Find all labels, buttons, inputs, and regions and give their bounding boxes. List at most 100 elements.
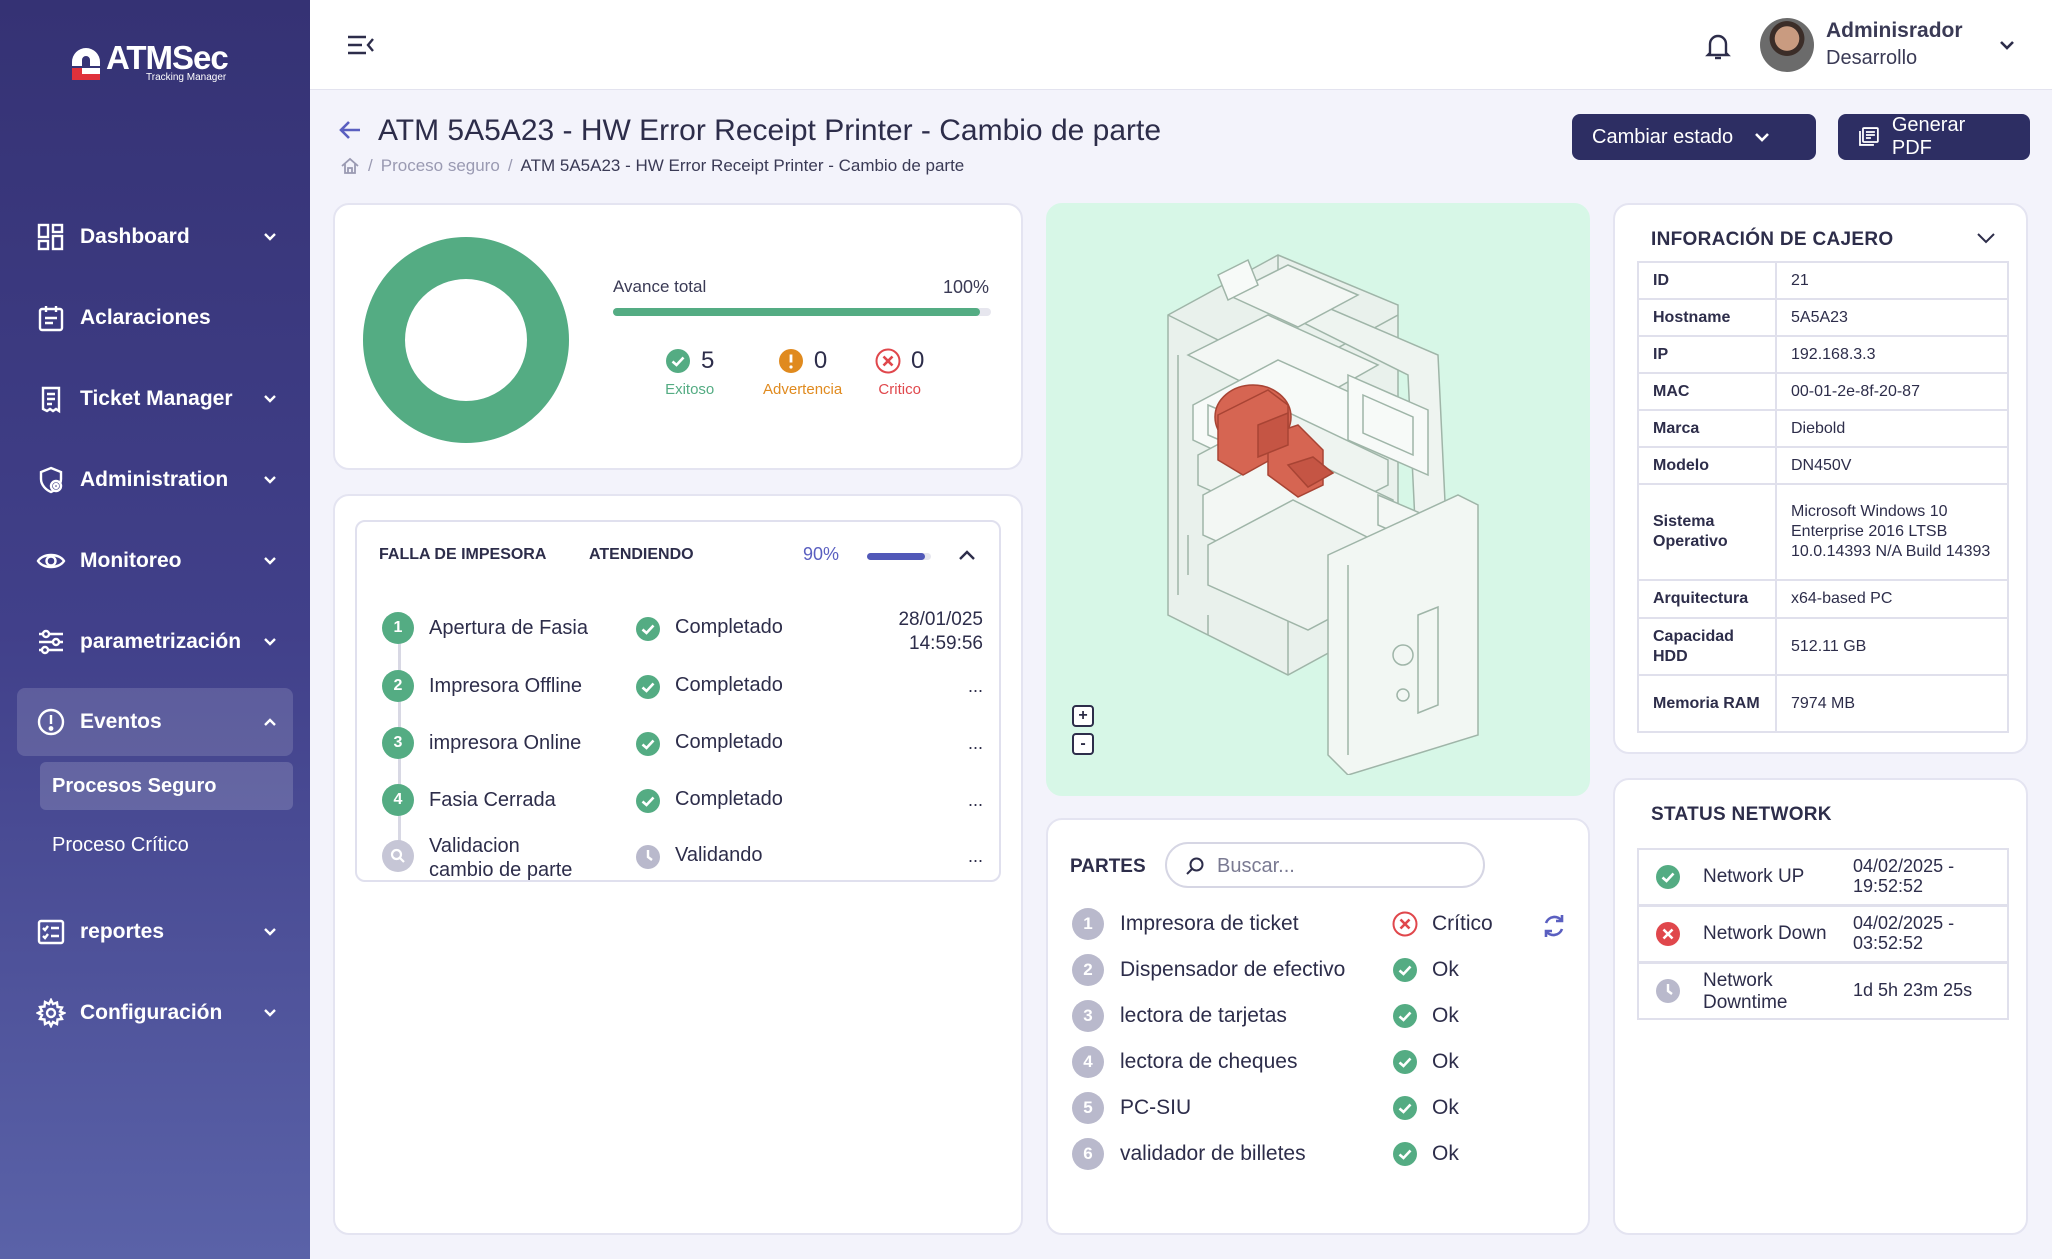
sidebar-item-configuracion[interactable]: Configuración xyxy=(0,972,310,1053)
step-status: Validando xyxy=(675,844,763,866)
step-row[interactable]: Validacion cambio de parte Validando ... xyxy=(357,835,1003,886)
generar-pdf-button[interactable]: Generar PDF xyxy=(1838,114,2030,160)
sidebar-item-aclaraciones[interactable]: Aclaraciones xyxy=(0,277,310,358)
check-circle-icon xyxy=(636,617,660,641)
sidebar-nav: Dashboard Aclaraciones Ticket Manager Ad… xyxy=(0,196,310,1053)
step-number: 4 xyxy=(382,784,414,816)
falla-progress-fill xyxy=(867,553,925,560)
sidebar-item-eventos[interactable]: Eventos xyxy=(17,688,293,756)
menu-collapse-icon[interactable] xyxy=(346,33,376,57)
check-circle-icon xyxy=(1656,865,1680,889)
sidebar-item-label: Configuración xyxy=(80,1000,223,1024)
stat-critico: 0 Critico xyxy=(875,347,924,398)
chevron-down-icon xyxy=(264,233,276,241)
part-number: 5 xyxy=(1072,1092,1104,1124)
sidebar-item-monitoreo[interactable]: Monitoreo xyxy=(0,520,310,601)
button-label: Generar PDF xyxy=(1891,114,1966,159)
search-box[interactable] xyxy=(1165,842,1485,888)
sidebar-item-label: parametrización xyxy=(80,629,242,653)
dashboard-icon xyxy=(37,223,64,250)
stat-label: Exitoso xyxy=(665,381,715,398)
home-icon[interactable] xyxy=(340,156,360,176)
step-number: 3 xyxy=(382,727,414,759)
user-info[interactable]: Adminisrador Desarrollo xyxy=(1826,19,1963,70)
bell-icon[interactable] xyxy=(1704,31,1732,61)
part-row[interactable]: 2 Dispensador de efectivo Ok xyxy=(1072,950,1572,990)
cajero-title: INFORACIÓN DE CAJERO xyxy=(1651,229,1894,250)
network-label: Network Down xyxy=(1703,923,1827,944)
shield-gear-icon xyxy=(39,466,63,493)
info-key: Sistema Operativo xyxy=(1637,483,1777,581)
check-circle-icon xyxy=(1393,1096,1417,1120)
falla-status: ATENDIENDO xyxy=(589,546,694,563)
sidebar-subitem-procesos-seguro[interactable]: Procesos Seguro xyxy=(40,762,293,810)
sidebar-subitem-proceso-critico[interactable]: Proceso Crítico xyxy=(52,833,189,856)
refresh-icon[interactable] xyxy=(1540,912,1568,940)
stat-exitoso: 5 Exitoso xyxy=(665,347,714,398)
progress-label: Avance total xyxy=(613,277,707,296)
step-name: Fasia Cerrada xyxy=(429,789,556,811)
part-row[interactable]: 4 lectora de cheques Ok xyxy=(1072,1042,1572,1082)
step-row[interactable]: 1 Apertura de Fasia Completado 28/01/025… xyxy=(357,608,1003,658)
cajero-info-card: INFORACIÓN DE CAJERO ID 21 Hostname 5A5A23… xyxy=(1613,203,2028,754)
part-row[interactable]: 6 validador de billetes Ok xyxy=(1072,1134,1572,1174)
zoom-out-button[interactable]: - xyxy=(1072,733,1094,755)
table-row: Marca Diebold xyxy=(1637,409,2009,448)
step-row[interactable]: 2 Impresora Offline Completado ... xyxy=(357,666,1003,716)
sidebar-item-administration[interactable]: Administration xyxy=(0,439,310,520)
check-circle-icon xyxy=(1393,1004,1417,1028)
step-row[interactable]: 4 Fasia Cerrada Completado ... xyxy=(357,780,1003,830)
chevron-up-icon[interactable] xyxy=(957,548,977,562)
part-row[interactable]: 1 Impresora de ticket Crítico xyxy=(1072,904,1572,944)
user-role: Desarrollo xyxy=(1826,47,1918,69)
sidebar-item-label: Aclaraciones xyxy=(80,305,211,329)
sidebar-item-dashboard[interactable]: Dashboard xyxy=(0,196,310,277)
part-status: Crítico xyxy=(1432,912,1493,935)
sidebar-item-reportes[interactable]: reportes xyxy=(0,891,310,972)
sidebar: ATMSec Tracking Manager Dashboard Aclara… xyxy=(0,0,310,1259)
chevron-down-icon[interactable] xyxy=(1998,38,2016,52)
chevron-down-icon xyxy=(264,476,276,484)
page-title: ATM 5A5A23 - HW Error Receipt Printer - … xyxy=(378,114,1162,147)
x-circle-icon xyxy=(1656,922,1680,946)
network-value: 04/02/2025 - 03:52:52 xyxy=(1853,913,1955,953)
top-bar: Adminisrador Desarrollo xyxy=(310,0,2052,90)
stat-advertencia: 0 Advertencia xyxy=(763,347,842,398)
zoom-in-button[interactable]: + xyxy=(1072,705,1094,727)
info-key: ID xyxy=(1637,261,1777,300)
falla-percent: 90% xyxy=(803,544,840,564)
breadcrumb-current: ATM 5A5A23 - HW Error Receipt Printer - … xyxy=(520,156,965,175)
part-row[interactable]: 5 PC-SIU Ok xyxy=(1072,1088,1572,1128)
sidebar-item-ticket-manager[interactable]: Ticket Manager xyxy=(0,358,310,439)
brand-logo[interactable]: ATMSec Tracking Manager xyxy=(68,39,229,83)
check-circle-icon xyxy=(1393,1142,1417,1166)
chevron-down-icon[interactable] xyxy=(1975,231,1997,245)
part-number: 6 xyxy=(1072,1138,1104,1170)
step-time: ... xyxy=(967,790,983,810)
step-time: ... xyxy=(967,846,983,866)
part-number: 1 xyxy=(1072,908,1104,940)
x-circle-icon xyxy=(1392,911,1418,937)
sidebar-item-label: Administration xyxy=(80,467,229,491)
sliders-icon xyxy=(39,629,63,654)
cambiar-estado-button[interactable]: Cambiar estado xyxy=(1572,114,1816,160)
step-row[interactable]: 3 impresora Online Completado ... xyxy=(357,723,1003,773)
step-status: Completado xyxy=(675,674,783,696)
sidebar-item-parametrizacion[interactable]: parametrización xyxy=(0,601,310,682)
back-arrow-icon[interactable] xyxy=(338,118,362,142)
part-row[interactable]: 3 lectora de tarjetas Ok xyxy=(1072,996,1572,1036)
avatar[interactable] xyxy=(1760,18,1814,72)
search-icon xyxy=(390,848,405,863)
table-row: Capacidad HDD 512.11 GB xyxy=(1637,617,2009,676)
breadcrumb: / Proceso seguro / ATM 5A5A23 - HW Error… xyxy=(340,156,964,176)
progress-donut xyxy=(363,237,569,443)
calendar-icon xyxy=(38,305,64,331)
breadcrumb-link[interactable]: Proceso seguro xyxy=(380,156,500,175)
network-label: Network Downtime xyxy=(1703,970,1788,1013)
network-status-card: STATUS NETWORK Network UP 04/02/2025 - 1… xyxy=(1613,778,2028,1235)
step-time: 28/01/025 14:59:56 xyxy=(898,609,983,654)
search-input[interactable] xyxy=(1217,852,1467,880)
atm-3d-viewer[interactable]: + - xyxy=(1046,203,1590,796)
brand-name: ATMSec xyxy=(106,39,229,76)
chevron-down-icon xyxy=(264,928,276,936)
